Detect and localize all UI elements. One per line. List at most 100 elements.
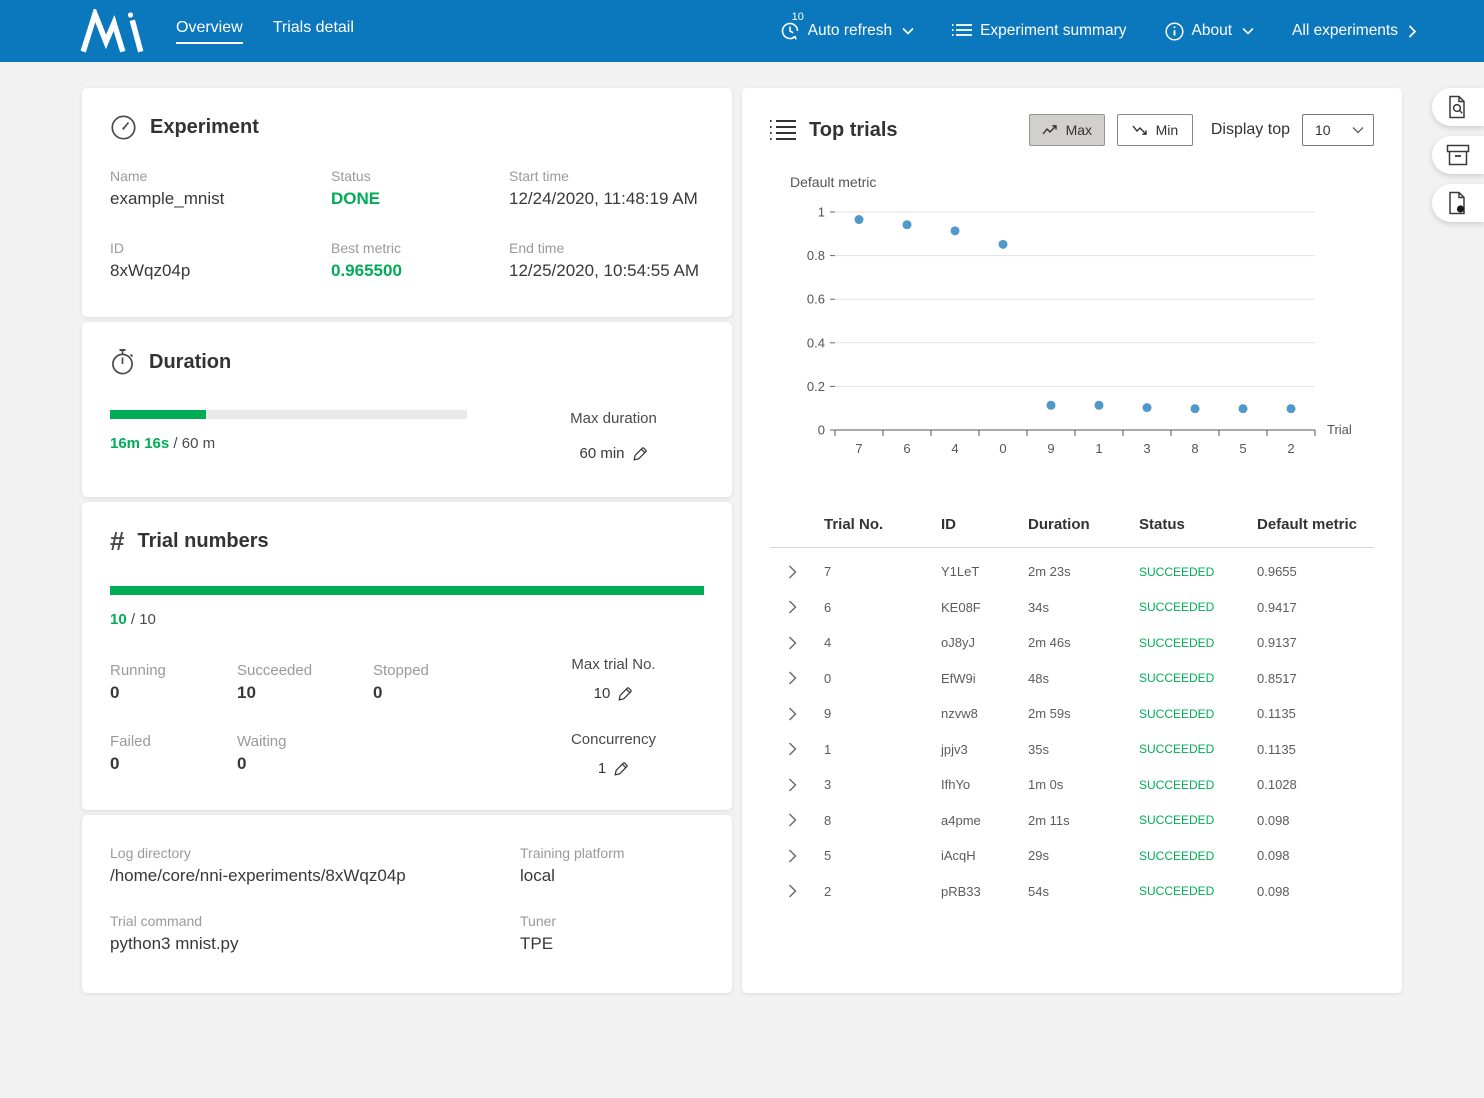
default-metric-chart: Default metric 0 0.2 0.4 0.6 0.8 1 7 6 4 0 9 1 3 8 5 2 T… [770, 174, 1374, 485]
row-expand-icon[interactable] [788, 813, 824, 827]
scatter-point[interactable] [950, 226, 960, 236]
gauge-icon [111, 115, 136, 140]
nni-logo-icon [80, 9, 144, 53]
display-top-select[interactable]: 10 [1302, 114, 1374, 146]
scatter-point[interactable] [1190, 404, 1200, 414]
table-row: 5 iAcqH 29s SUCCEEDED 0.098 [770, 838, 1374, 874]
min-button[interactable]: Min [1116, 114, 1193, 146]
table-row: 2 pRB33 54s SUCCEEDED 0.098 [770, 874, 1374, 910]
top-trials-table: Trial No. ID Duration Status Default met… [770, 507, 1374, 909]
x-tick-label: 0 [999, 441, 1006, 456]
auto-refresh-label: Auto refresh [807, 22, 893, 39]
cell-id: jpjv3 [941, 741, 968, 757]
y-tick-label: 1 [818, 205, 825, 220]
cell-duration: 29s [1028, 848, 1049, 864]
cell-metric: 0.098 [1257, 848, 1290, 864]
cell-duration: 2m 11s [1028, 812, 1070, 828]
cell-no: 3 [824, 777, 832, 793]
x-axis-label: Trial [1327, 422, 1352, 437]
cell-status: SUCCEEDED [1139, 564, 1215, 579]
cell-duration: 48s [1028, 670, 1049, 686]
auto-refresh-menu[interactable]: 10 Auto refresh [780, 11, 914, 41]
about-menu[interactable]: About [1164, 21, 1255, 41]
x-tick-label: 8 [1191, 441, 1198, 456]
experiment-summary-button[interactable]: Experiment summary [952, 22, 1127, 40]
scatter-point[interactable] [998, 239, 1008, 249]
row-expand-icon[interactable] [788, 778, 824, 792]
scatter-point[interactable] [854, 215, 864, 225]
concurrency-value: 1 [597, 760, 607, 777]
row-expand-icon[interactable] [788, 707, 824, 721]
edit-max-duration-icon[interactable] [632, 446, 648, 462]
cell-metric: 0.1135 [1257, 741, 1296, 757]
cell-no: 5 [824, 848, 832, 864]
cell-status: SUCCEEDED [1139, 742, 1215, 757]
table-row: 0 EfW9i 48s SUCCEEDED 0.8517 [770, 661, 1374, 697]
cell-metric: 0.1135 [1257, 706, 1296, 722]
row-expand-icon[interactable] [788, 849, 824, 863]
x-tick-label: 5 [1239, 441, 1246, 456]
row-expand-icon[interactable] [788, 671, 824, 685]
clock-refresh-icon [781, 22, 798, 40]
row-expand-icon[interactable] [788, 742, 824, 756]
row-expand-icon[interactable] [788, 884, 824, 898]
tab-trials-detail[interactable]: Trials detail [272, 18, 354, 36]
all-experiments-link[interactable]: All experiments [1292, 22, 1416, 40]
field-log-directory: Log directory /home/core/nni-experiments… [110, 845, 406, 885]
row-expand-icon[interactable] [788, 600, 824, 614]
cell-metric: 0.9655 [1257, 564, 1297, 580]
chart-title: Default metric [790, 174, 877, 190]
field-end-time: End time 12/25/2020, 10:54:55 AM [509, 240, 699, 280]
y-tick-label: 0.4 [807, 335, 825, 350]
cell-metric: 0.098 [1257, 812, 1290, 828]
cell-id: IfhYo [941, 777, 971, 793]
field-trial-command: Trial command python3 mnist.py [110, 913, 239, 953]
cell-duration: 2m 59s [1028, 706, 1071, 722]
edit-max-trial-icon[interactable] [617, 686, 633, 702]
config-file-button[interactable] [1432, 88, 1484, 126]
cell-no: 8 [824, 812, 832, 828]
file-dot-icon [1449, 191, 1465, 215]
table-row: 9 nzvw8 2m 59s SUCCEEDED 0.1135 [770, 696, 1374, 732]
scatter-point[interactable] [902, 220, 912, 230]
cell-no: 2 [824, 883, 832, 899]
y-tick-label: 0.2 [807, 379, 825, 394]
row-expand-icon[interactable] [788, 636, 824, 650]
duration-card: Duration 16m 16s / 60 m Max duration 60 … [82, 322, 732, 497]
cell-no: 0 [824, 670, 832, 686]
file-search-icon [1449, 95, 1465, 119]
stat-stopped: Stopped 0 [373, 662, 429, 702]
scatter-point[interactable] [1238, 404, 1248, 414]
x-tick-label: 3 [1143, 441, 1150, 456]
cell-status: SUCCEEDED [1139, 671, 1215, 686]
cell-metric: 0.8517 [1257, 670, 1297, 686]
stat-waiting: Waiting 0 [237, 733, 287, 773]
max-duration-value: 60 min [579, 445, 625, 462]
x-tick-label: 6 [903, 441, 910, 456]
tab-overview[interactable]: Overview [176, 19, 243, 44]
row-expand-icon[interactable] [788, 565, 824, 579]
display-top-label: Display top [1210, 121, 1290, 138]
cell-status: SUCCEEDED [1139, 635, 1215, 650]
error-file-button[interactable] [1432, 184, 1484, 222]
table-row: 4 oJ8yJ 2m 46s SUCCEEDED 0.9137 [770, 625, 1374, 661]
x-tick-label: 4 [951, 441, 958, 456]
status-badge: DONE [331, 189, 381, 208]
x-tick-label: 2 [1287, 441, 1294, 456]
top-trials-title: Top trials [809, 118, 898, 141]
y-tick-label: 0 [818, 423, 825, 438]
scatter-point[interactable] [1142, 403, 1152, 413]
scatter-point[interactable] [1286, 404, 1296, 414]
cell-no: 6 [824, 599, 832, 615]
config-card: Log directory /home/core/nni-experiments… [82, 815, 732, 993]
x-tick-label: 9 [1047, 441, 1054, 456]
edit-concurrency-icon[interactable] [613, 761, 629, 777]
max-button[interactable]: Max [1028, 114, 1105, 146]
cell-status: SUCCEEDED [1139, 884, 1215, 899]
y-tick-label: 0.8 [807, 248, 825, 263]
log-files-button[interactable] [1432, 136, 1484, 174]
scatter-point[interactable] [1046, 400, 1056, 410]
table-row: 7 Y1LeT 2m 23s SUCCEEDED 0.9655 [770, 554, 1374, 590]
scatter-point[interactable] [1094, 400, 1104, 410]
about-label: About [1191, 22, 1233, 39]
